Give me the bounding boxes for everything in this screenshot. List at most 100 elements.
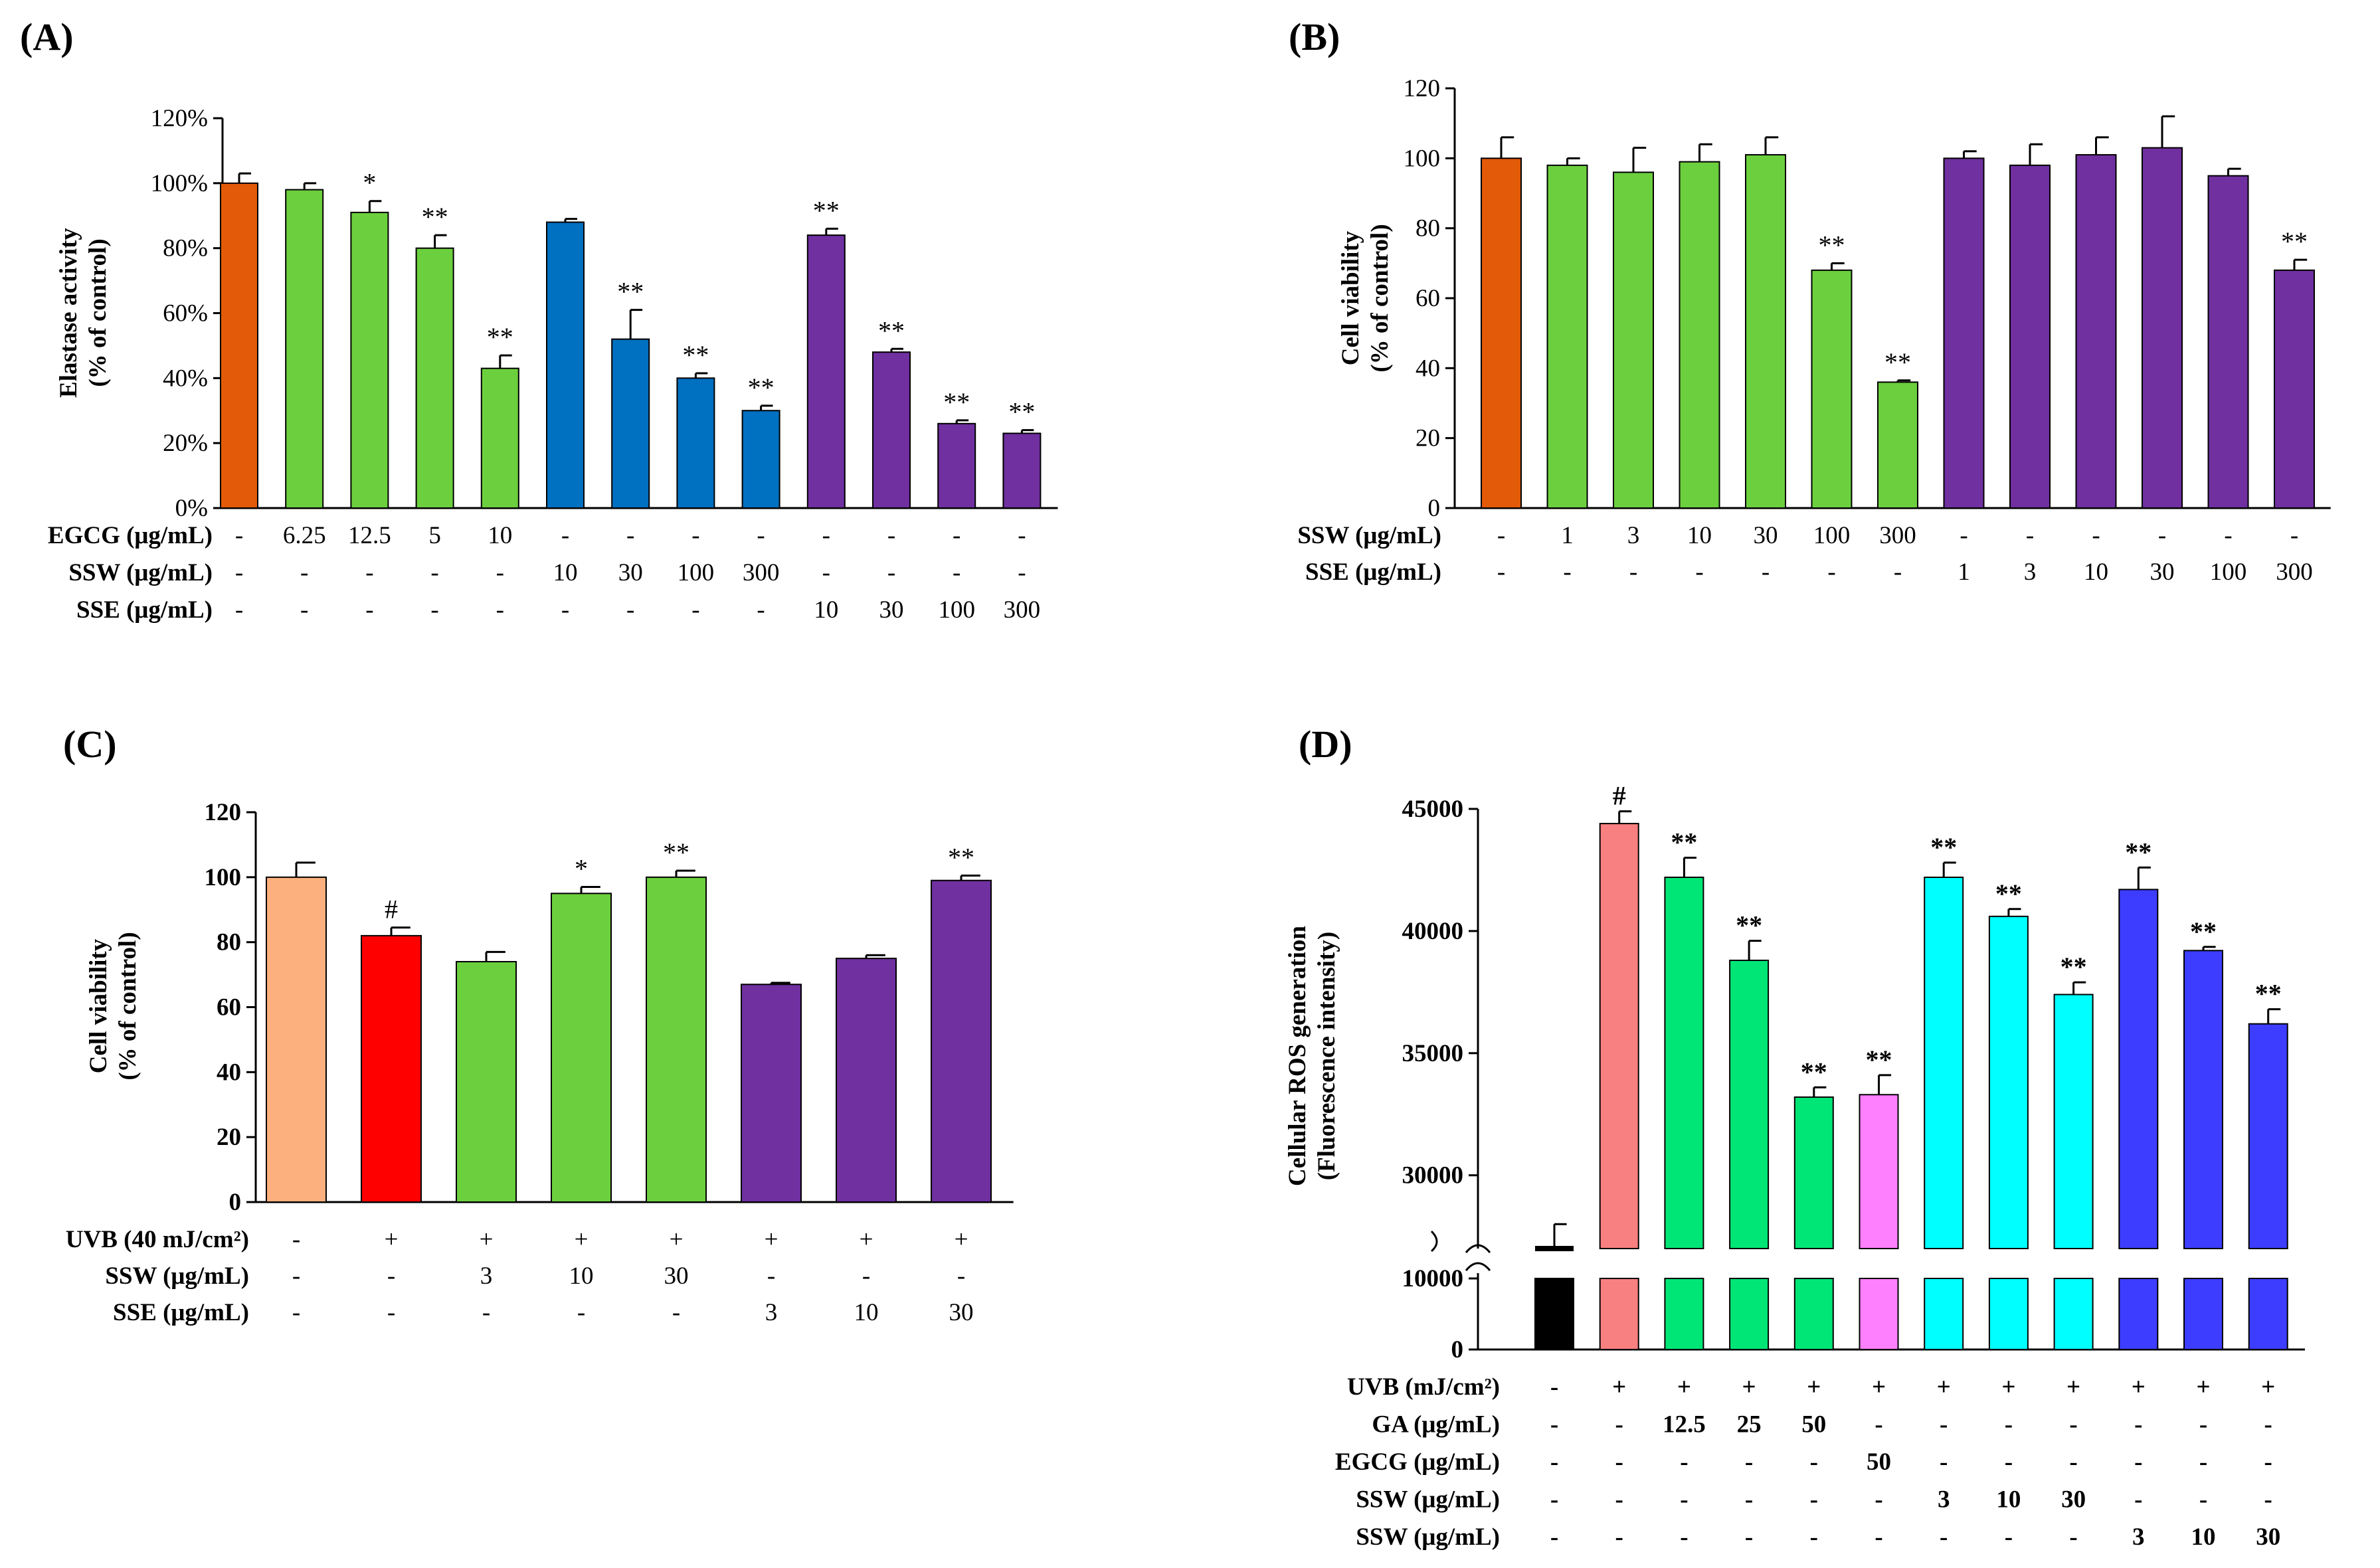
condition-value: - [1762,559,1770,586]
condition-value: - [1875,1486,1882,1514]
condition-value: - [1615,1448,1623,1476]
condition-value: 3 [1938,1486,1950,1514]
condition-value: - [1497,522,1505,549]
condition-value: - [1745,1524,1753,1551]
condition-value: 3 [2132,1524,2145,1551]
condition-value: - [430,559,438,586]
bar-lower [2183,1278,2223,1350]
condition-value: - [957,1263,965,1290]
bar [1811,269,1853,509]
axis-break-mark [1465,1244,1491,1253]
condition-value: 3 [765,1299,778,1326]
condition-value: + [2132,1373,2146,1401]
condition-value: - [1550,1486,1558,1514]
condition-value: - [767,1263,775,1290]
significance-marker: ** [943,387,970,417]
y-tick-label: 100% [151,170,208,197]
bar [1877,381,1918,509]
y-axis-label: Cell viability(% of control) [85,932,141,1080]
condition-value: - [561,596,569,624]
condition-value: + [480,1226,494,1253]
condition-value: 300 [2276,559,2313,586]
bar [480,367,519,509]
condition-value: + [670,1226,684,1253]
condition-value: - [2264,1486,2272,1514]
condition-value: 300 [743,559,780,586]
condition-label: EGCG (μg/mL) [48,522,213,549]
y-axis-label: Cell viability(% of control) [1337,224,1394,372]
condition-value: - [292,1263,300,1290]
condition-value: 3 [2024,559,2037,586]
condition-value: - [1810,1448,1818,1476]
y-tick-label: 20% [163,430,208,457]
significance-marker: ** [1736,911,1762,940]
bar [611,338,650,509]
panel-label: (C) [63,723,117,766]
y-tick-label: 60 [1416,285,1440,312]
axis-break-mark [1465,1262,1491,1271]
condition-value: 3 [480,1263,493,1290]
bar [836,958,897,1203]
condition-value: + [575,1226,589,1253]
condition-value: 300 [1879,522,1916,549]
bar-upper [2248,1023,2288,1249]
condition-value: - [626,522,634,549]
significance-marker: ** [1866,1045,1892,1075]
bar [872,351,911,509]
condition-value: - [2134,1486,2142,1514]
condition-label: SSE (μg/mL) [113,1299,249,1326]
bar [2075,154,2117,509]
significance-marker: ** [2060,952,2087,982]
condition-value: - [1018,522,1026,549]
condition-label: UVB (40 mJ/cm²) [66,1226,249,1253]
condition-value: - [1827,559,1835,586]
y-tick-label: 100 [205,864,242,891]
condition-value: - [300,596,308,624]
significance-marker: # [385,895,398,924]
significance-marker: ** [1884,347,1911,377]
bar-lower [1534,1278,1574,1350]
panel-label: (A) [20,15,74,58]
significance-marker: ** [422,202,448,232]
condition-value: - [822,559,830,586]
condition-value: 10 [2191,1524,2216,1551]
bar [937,422,976,509]
condition-value: + [1612,1373,1626,1401]
condition-label: EGCG (μg/mL) [1335,1448,1500,1476]
y-tick-label: 120% [151,105,208,132]
bar [220,182,258,509]
significance-marker: * [363,168,376,198]
y-axis-label-line: Cellular ROS generation [1284,926,1311,1186]
bar [806,234,846,509]
y-tick-label: 45000 [1402,796,1464,823]
condition-value: 10 [814,596,838,624]
significance-marker: ** [1671,828,1697,857]
bar [456,961,517,1203]
bar [2142,147,2183,509]
y-axis-label: Cellular ROS generation(Fluorescence int… [1284,926,1340,1186]
condition-value: - [577,1299,585,1326]
condition-value: - [953,559,961,586]
bar [285,189,324,509]
condition-value: 30 [879,596,904,624]
condition-value: 12.5 [1663,1411,1706,1438]
y-tick-label: 35000 [1402,1040,1464,1067]
condition-value: - [1875,1524,1882,1551]
y-tick-label: 30000 [1402,1162,1464,1189]
bar [1745,154,1786,509]
condition-label: SSE (μg/mL) [76,596,213,624]
bar-upper [1599,823,1639,1249]
condition-value: - [1497,559,1505,586]
condition-label: SSW (μg/mL) [1356,1524,1500,1551]
condition-value: 100 [2210,559,2247,586]
condition-value: - [300,559,308,586]
bar-lower [1664,1278,1704,1350]
panel-a: (A) 0% 20% 40% 60% 80% 100% 120% Elastase activi… [20,15,1058,624]
bar [2274,269,2315,509]
condition-value: 5 [428,522,441,549]
condition-value: 300 [1004,596,1041,624]
condition-value: - [757,596,765,624]
condition-value: 30 [2061,1486,2086,1514]
panel-b: (B) 0 20 40 60 80 100 120 Cell viability(% of co… [1289,15,2331,586]
condition-value: + [765,1226,778,1253]
